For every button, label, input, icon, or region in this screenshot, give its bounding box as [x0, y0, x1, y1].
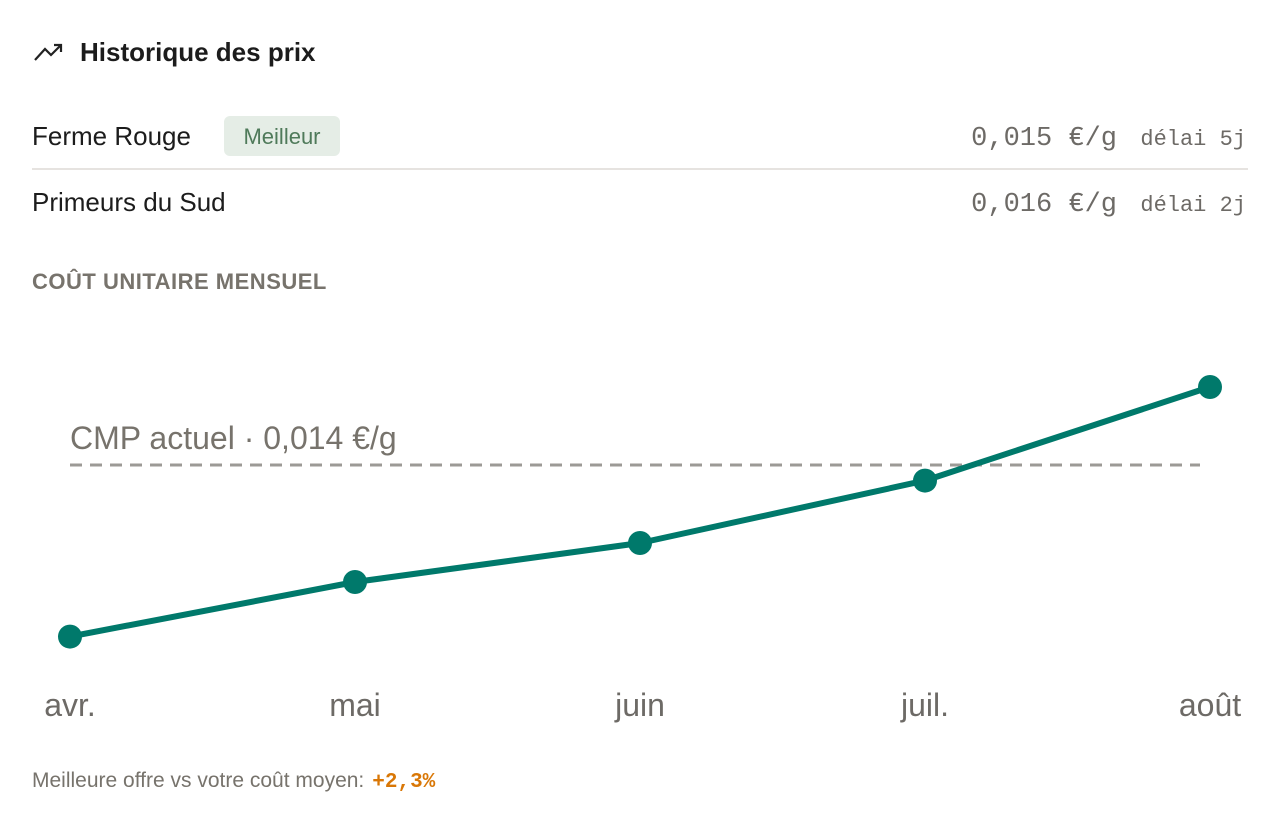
point — [913, 468, 937, 493]
x-tick-label: juin — [614, 687, 665, 723]
point — [58, 624, 82, 649]
point — [628, 531, 652, 555]
reference-label: CMP actuel · 0,014 €/g — [70, 420, 397, 456]
chart: CMP actuel · 0,014 €/g avr. mai juin juil. ao… — [44, 375, 1241, 723]
supplier-name: Ferme Rouge — [32, 121, 191, 151]
footer-delta: +2,3% — [372, 771, 435, 794]
supplier-name: Primeurs du Sud — [32, 187, 226, 217]
badge: Meilleur — [243, 124, 320, 149]
point — [343, 570, 367, 594]
delay: délai 5j — [1140, 127, 1246, 152]
trend-icon — [34, 44, 62, 61]
point — [1198, 375, 1222, 399]
footer-label: Meilleure offre vs votre coût moyen: — [32, 769, 364, 792]
trend-icon-head — [54, 43, 63, 52]
x-tick-label: août — [1179, 687, 1241, 723]
x-tick-label: avr. — [44, 687, 96, 723]
price: 0,016 €/g — [971, 190, 1117, 220]
x-tick-label: mai — [329, 687, 381, 723]
footer-text: Meilleure offre vs votre coût moyen: +2,3… — [32, 769, 436, 794]
title: Historique des prix — [80, 37, 316, 67]
section-label: COÛT UNITAIRE MENSUEL — [32, 269, 327, 294]
price: 0,015 €/g — [971, 124, 1117, 154]
badge-bg — [224, 116, 340, 156]
x-tick-label: juil. — [900, 687, 949, 723]
delay: délai 2j — [1140, 193, 1246, 218]
